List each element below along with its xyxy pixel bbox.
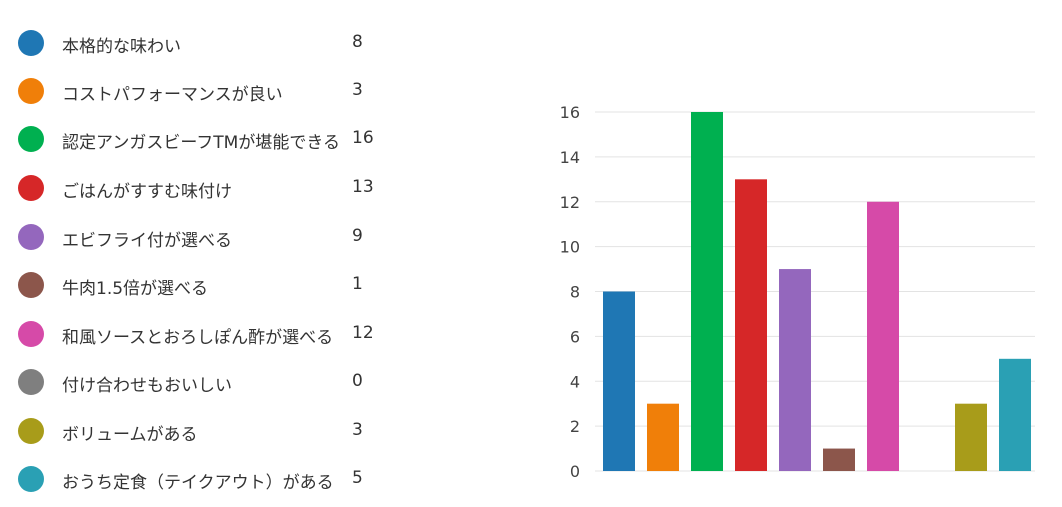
bar xyxy=(867,201,899,471)
y-tick-label: 0 xyxy=(570,462,580,481)
legend-count: 3 xyxy=(352,80,363,100)
legend-count: 1 xyxy=(352,274,363,294)
bar xyxy=(779,269,811,471)
legend-count: 13 xyxy=(352,177,374,197)
legend-item: 付け合わせもおいしい 0 xyxy=(18,367,498,397)
legend-label: 本格的な味わい xyxy=(62,37,181,57)
legend-swatch xyxy=(18,175,44,201)
legend-label: 付け合わせもおいしい xyxy=(62,376,232,396)
legend-label: ボリュームがある xyxy=(62,425,198,445)
legend-count: 8 xyxy=(352,32,363,52)
y-tick-label: 12 xyxy=(560,193,580,212)
legend-swatch xyxy=(18,272,44,298)
legend-label: 牛肉1.5倍が選べる xyxy=(62,279,209,299)
bar xyxy=(735,179,767,471)
y-tick-label: 8 xyxy=(570,283,580,302)
legend-swatch xyxy=(18,126,44,152)
legend-count: 5 xyxy=(352,468,363,488)
bar xyxy=(955,403,987,471)
legend-item: ボリュームがある 3 xyxy=(18,416,498,446)
legend-count: 12 xyxy=(352,323,374,343)
bar-chart: 0 2 4 6 8 10 12 14 16 xyxy=(560,103,1035,481)
legend-label: おうち定食（テイクアウト）がある xyxy=(62,473,334,493)
legend-item: 本格的な味わい 8 xyxy=(18,28,498,58)
bar xyxy=(647,403,679,471)
y-tick-label: 10 xyxy=(560,238,580,257)
bar xyxy=(999,358,1031,471)
legend-swatch xyxy=(18,466,44,492)
legend-count: 16 xyxy=(352,128,374,148)
legend-count: 0 xyxy=(352,371,363,391)
legend-swatch xyxy=(18,321,44,347)
legend-count: 3 xyxy=(352,420,363,440)
legend-count: 9 xyxy=(352,226,363,246)
legend-label: 認定アンガスビーフTMが堪能できる xyxy=(62,133,341,153)
legend-item: ごはんがすすむ味付け 13 xyxy=(18,173,498,203)
legend-item: おうち定食（テイクアウト）がある 5 xyxy=(18,464,498,494)
y-tick-label: 16 xyxy=(560,103,580,122)
legend-label: エビフライ付が選べる xyxy=(62,231,232,251)
legend-item: 牛肉1.5倍が選べる 1 xyxy=(18,270,498,300)
y-tick-label: 4 xyxy=(570,372,580,391)
legend-label: ごはんがすすむ味付け xyxy=(62,182,232,202)
legend-item: 和風ソースとおろしぽん酢が選べる 12 xyxy=(18,319,498,349)
bar xyxy=(691,112,723,471)
legend-swatch xyxy=(18,30,44,56)
legend-label: 和風ソースとおろしぽん酢が選べる xyxy=(62,328,334,348)
legend-swatch xyxy=(18,418,44,444)
legend-swatch xyxy=(18,78,44,104)
bar xyxy=(823,448,855,471)
legend-item: 認定アンガスビーフTMが堪能できる 16 xyxy=(18,124,498,154)
legend-label: コストパフォーマンスが良い xyxy=(62,85,283,105)
y-tick-label: 2 xyxy=(570,417,580,436)
legend-swatch xyxy=(18,224,44,250)
legend-item: コストパフォーマンスが良い 3 xyxy=(18,76,498,106)
chart-legend: 本格的な味わい 8 コストパフォーマンスが良い 3 認定アンガスビーフTMが堪能… xyxy=(0,0,520,507)
bar xyxy=(603,291,635,471)
y-tick-label: 6 xyxy=(570,327,580,346)
y-tick-label: 14 xyxy=(560,148,580,167)
legend-item: エビフライ付が選べる 9 xyxy=(18,222,498,252)
legend-swatch xyxy=(18,369,44,395)
